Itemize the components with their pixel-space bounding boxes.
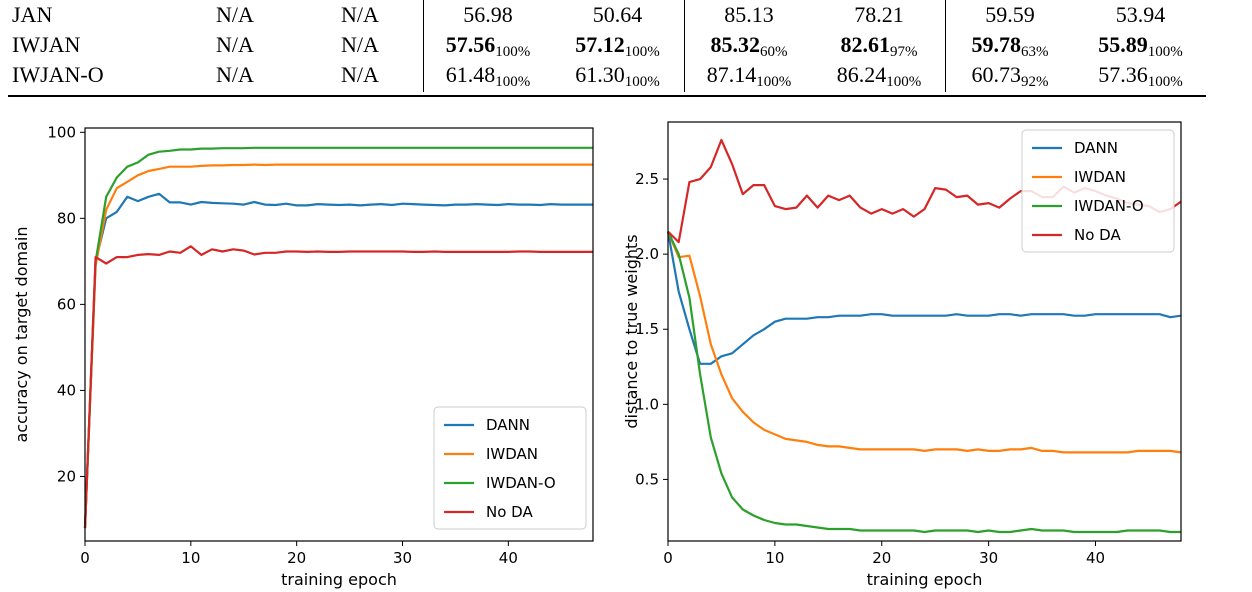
y-tick-label: 2.5 (635, 170, 659, 188)
series-line-iwdan (666, 231, 1182, 454)
row-label: IWJAN-O (12, 62, 104, 87)
x-tick-label: 40 (1086, 549, 1105, 567)
plot-frame (667, 121, 1182, 542)
x-tick-label: 30 (979, 549, 998, 567)
table-cell: 86.24100% (836, 62, 922, 90)
y-tick-label: 80 (57, 209, 76, 227)
legend-label-dann: DANN (486, 416, 530, 434)
x-tick-label: 0 (663, 549, 673, 567)
table-cell: N/A (341, 32, 379, 57)
legend-label-dann: DANN (1074, 139, 1118, 157)
table-cell: 57.36100% (1098, 62, 1183, 90)
table-cell: 50.64 (592, 2, 643, 27)
series-line-iwdan-o (667, 231, 1181, 534)
y-tick-label: 40 (57, 381, 76, 399)
series-line-no-da (83, 245, 593, 529)
table-cell: 60.7392% (971, 62, 1049, 90)
legend-label-iwdan-o: IWDAN-O (1074, 197, 1144, 215)
y-tick-label: 60 (57, 295, 76, 313)
table-cell: 87.14100% (706, 62, 792, 90)
table-row: IWJAN-O N/A N/A 61.48100% 61.30100% 87.1… (0, 60, 1252, 90)
series-line-dann (83, 192, 593, 529)
table-cell: 59.59 (985, 2, 1035, 27)
results-table: JAN N/A N/A 56.98 50.64 85.13 78.21 59.5… (0, 0, 1252, 100)
row-label: JAN (12, 2, 53, 27)
x-axis-label: training epoch (867, 570, 983, 589)
x-tick-label: 10 (181, 549, 200, 567)
series-line-dann (666, 231, 1182, 365)
legend-label-iwdan-o: IWDAN-O (486, 474, 556, 492)
legend-box (433, 406, 587, 530)
column-divider (423, 0, 424, 92)
table-cell: 56.98 (463, 2, 513, 27)
series-line-iwdan-o (83, 146, 593, 529)
y-axis-label: distance to true weights (622, 234, 641, 428)
row-label: IWJAN (12, 32, 81, 57)
table-cell: 57.56100% (445, 32, 531, 60)
table-cell: 59.7863% (971, 32, 1049, 60)
legend-box (1021, 129, 1175, 253)
y-axis-label: accuracy on target domain (12, 227, 31, 443)
table-cell: N/A (216, 32, 254, 57)
plot-frame (84, 127, 594, 542)
x-tick-label: 30 (393, 549, 412, 567)
table-cell: 78.21 (854, 2, 904, 27)
legend-label-no-da: No DA (486, 503, 533, 521)
table-cell: 61.30100% (575, 62, 660, 90)
x-tick-label: 40 (499, 549, 518, 567)
legend: DANN IWDAN IWDAN-O No DA (1021, 129, 1175, 253)
table-cell: 61.48100% (445, 62, 531, 90)
table-row: JAN N/A N/A 56.98 50.64 85.13 78.21 59.5… (0, 0, 1252, 30)
x-tick-label: 20 (287, 549, 306, 567)
y-tick-label: 100 (47, 123, 76, 141)
table-cell: N/A (216, 2, 254, 27)
y-tick-label: 1.5 (635, 320, 659, 338)
table-cell: 85.13 (724, 2, 774, 27)
table-cell: 82.6197% (840, 32, 918, 60)
table-cell: 55.89100% (1098, 32, 1183, 60)
table-cell: N/A (341, 62, 379, 87)
table-row: IWJAN N/A N/A 57.56100% 57.12100% 85.326… (0, 30, 1252, 60)
x-tick-label: 10 (765, 549, 784, 567)
table-cell: 53.94 (1115, 2, 1166, 27)
table-cell: 57.12100% (575, 32, 660, 60)
table-cell: 85.3260% (710, 32, 788, 60)
y-tick-label: 2.0 (635, 245, 659, 263)
x-tick-label: 20 (872, 549, 891, 567)
series-line-iwdan (83, 163, 593, 529)
legend-label-iwdan: IWDAN (486, 445, 538, 463)
legend-label-iwdan: IWDAN (1074, 168, 1126, 186)
distance-chart: 0 10 20 30 40 0.5 1.0 1.5 2.0 2.5 training epoch di… (622, 121, 1182, 589)
table-bottom-rule (8, 95, 1206, 97)
accuracy-chart: 0 10 20 30 40 20 40 60 80 100 training epoch accura… (12, 123, 594, 589)
y-tick-label: 20 (57, 467, 76, 485)
legend: DANN IWDAN IWDAN-O No DA (433, 406, 587, 530)
table-cell: N/A (341, 2, 379, 27)
x-axis-label: training epoch (281, 570, 397, 589)
y-tick-label: 1.0 (635, 395, 659, 413)
column-divider (684, 0, 685, 92)
table-cell: N/A (216, 62, 254, 87)
column-divider (945, 0, 946, 92)
y-tick-label: 0.5 (635, 470, 659, 488)
x-tick-label: 0 (80, 549, 90, 567)
legend-label-no-da: No DA (1074, 226, 1121, 244)
